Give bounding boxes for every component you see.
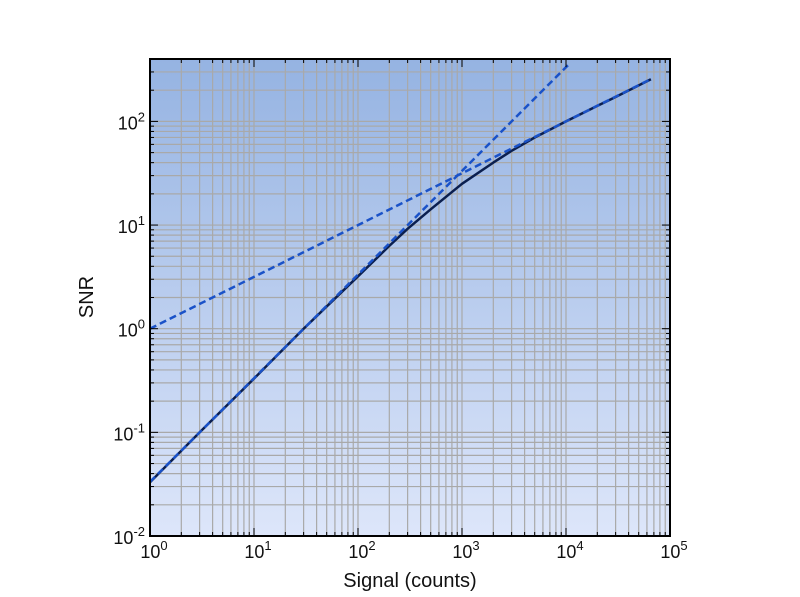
x-tick-labels: 100 101 102 103 104 105 bbox=[140, 538, 687, 562]
x-tick-label: 101 bbox=[244, 538, 271, 562]
x-tick-label: 105 bbox=[660, 538, 687, 562]
x-axis-label: Signal (counts) bbox=[343, 570, 476, 592]
dashed-series-line-1 bbox=[150, 77, 652, 330]
y-tick-label: 10-1 bbox=[113, 420, 145, 444]
grid bbox=[150, 59, 670, 536]
y-tick-label: 10-2 bbox=[113, 524, 145, 548]
x-tick-label: 103 bbox=[452, 538, 479, 562]
y-tick-label: 100 bbox=[118, 317, 145, 341]
x-tick-label: 100 bbox=[140, 538, 167, 562]
y-tick-label: 102 bbox=[118, 109, 145, 133]
series-group bbox=[150, 62, 652, 484]
y-tick-labels: 10-2 10-1 100 101 102 bbox=[113, 109, 145, 548]
y-tick-label: 101 bbox=[118, 213, 145, 237]
y-axis-label: SNR bbox=[76, 276, 98, 318]
x-tick-label: 102 bbox=[348, 538, 375, 562]
ticks bbox=[149, 58, 671, 537]
x-tick-label: 104 bbox=[556, 538, 583, 562]
